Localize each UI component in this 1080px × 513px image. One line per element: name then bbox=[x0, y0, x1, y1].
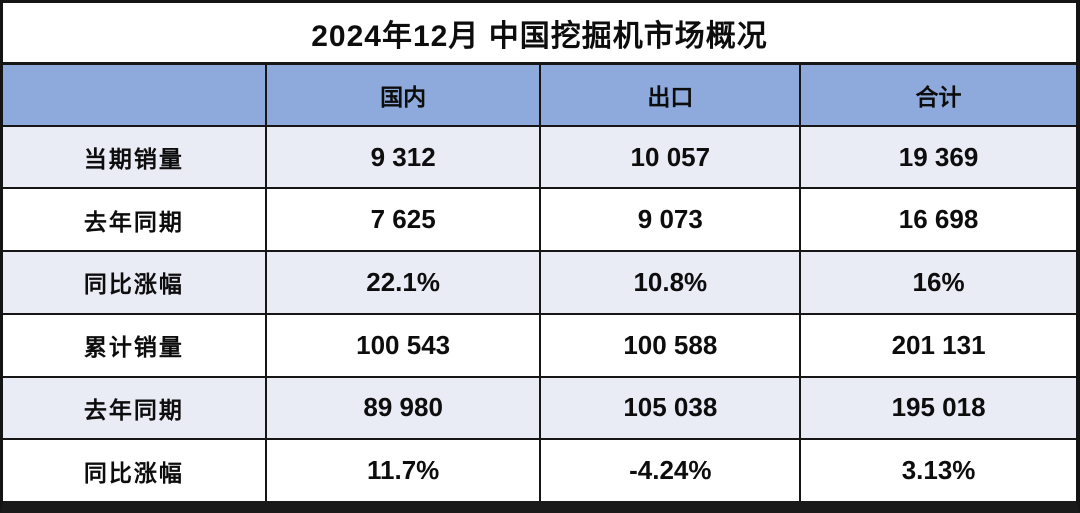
column-header-domestic: 国内 bbox=[264, 62, 540, 125]
table-title: 2024年12月 中国挖掘机市场概况 bbox=[3, 3, 1076, 62]
corner-header-cell bbox=[3, 62, 265, 125]
column-header-export: 出口 bbox=[539, 62, 800, 125]
row-label-last-year-cumulative: 去年同期 bbox=[3, 375, 265, 439]
cell-cumulative-total: 201 131 bbox=[799, 312, 1076, 376]
row-label-cumulative-sales: 累计销量 bbox=[3, 312, 265, 376]
cell-last-year-export: 9 073 bbox=[539, 187, 800, 251]
cell-yoy-total: 16% bbox=[799, 250, 1076, 313]
cell-current-sales-total: 19 369 bbox=[799, 124, 1076, 188]
cell-cumulative-domestic: 100 543 bbox=[264, 312, 540, 376]
cell-current-sales-export: 10 057 bbox=[539, 124, 800, 188]
row-label-yoy-change: 同比涨幅 bbox=[3, 250, 265, 313]
cell-yoy-export: 10.8% bbox=[539, 250, 800, 313]
row-label-last-year-period: 去年同期 bbox=[3, 187, 265, 251]
cell-cumulative-export: 100 588 bbox=[539, 312, 800, 376]
cell-last-year-cumulative-domestic: 89 980 bbox=[264, 375, 540, 439]
cell-current-sales-domestic: 9 312 bbox=[264, 124, 540, 188]
column-header-total: 合计 bbox=[799, 62, 1076, 125]
cell-cumulative-yoy-export: -4.24% bbox=[539, 438, 800, 501]
cell-last-year-cumulative-total: 195 018 bbox=[799, 375, 1076, 439]
cell-last-year-cumulative-export: 105 038 bbox=[539, 375, 800, 439]
cell-yoy-domestic: 22.1% bbox=[264, 250, 540, 313]
row-label-current-sales: 当期销量 bbox=[3, 124, 265, 188]
cell-cumulative-yoy-domestic: 11.7% bbox=[264, 438, 540, 501]
cell-last-year-total: 16 698 bbox=[799, 187, 1076, 251]
row-label-cumulative-yoy-change: 同比涨幅 bbox=[3, 438, 265, 501]
cell-last-year-domestic: 7 625 bbox=[264, 187, 540, 251]
cell-cumulative-yoy-total: 3.13% bbox=[799, 438, 1076, 501]
